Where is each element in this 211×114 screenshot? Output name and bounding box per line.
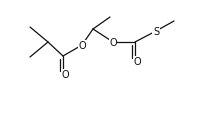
Text: S: S [153,27,159,37]
Text: O: O [78,41,86,51]
Text: O: O [61,69,69,79]
Text: O: O [109,38,117,48]
Text: O: O [133,57,141,66]
